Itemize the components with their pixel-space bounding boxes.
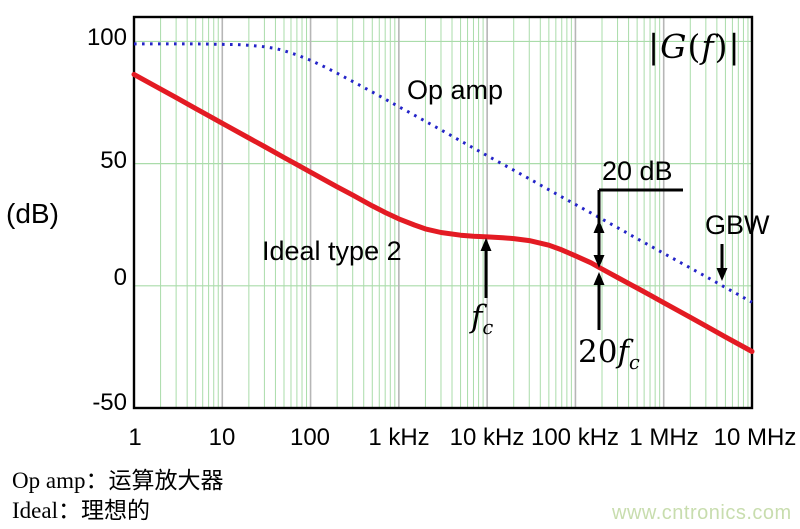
x-tick-1hz: 1	[128, 424, 142, 451]
footer-op-amp-translation: Op amp：运算放大器	[12, 468, 224, 493]
gain-magnitude-label: |G(f)|	[648, 27, 741, 66]
x-tick-1khz: 1 kHz	[368, 424, 430, 451]
watermark-text: www.cntronics.com	[612, 502, 792, 524]
x-tick-10mhz: 10 MHz	[713, 424, 797, 451]
y-tick-100: 100	[86, 24, 127, 51]
y-axis-label: (dB)	[6, 198, 59, 229]
footer-ideal-translation: Ideal：理想的	[12, 498, 150, 523]
y-tick-0: 0	[113, 264, 127, 291]
fc-label: fc	[471, 299, 494, 340]
gbw-label: GBW	[705, 210, 770, 240]
y-tick-neg50: -50	[92, 389, 127, 416]
20db-gap-label: 20 dB	[602, 156, 673, 186]
y-tick-50: 50	[100, 147, 127, 174]
ideal-type2-curve-label: Ideal type 2	[262, 236, 402, 266]
x-tick-10khz: 10 kHz	[449, 424, 525, 451]
x-tick-10hz: 10	[208, 424, 236, 451]
x-tick-100khz: 100 kHz	[530, 424, 620, 451]
x-tick-1mhz: 1 MHz	[629, 424, 699, 451]
x-tick-100hz: 100	[289, 424, 331, 451]
op-amp-curve-label: Op amp	[407, 75, 504, 105]
20fc-label: 20fc	[578, 334, 640, 375]
